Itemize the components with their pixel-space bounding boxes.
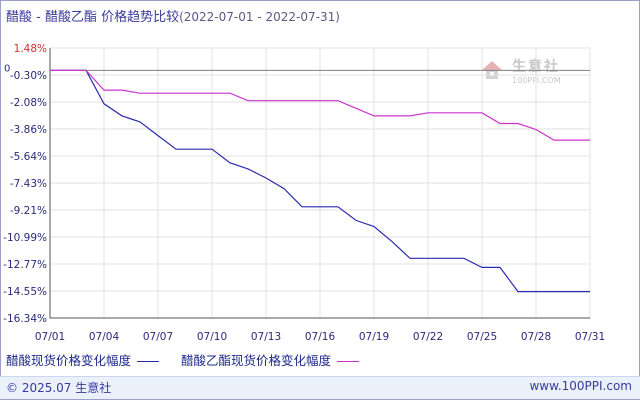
- legend-swatch-ethyl-acetate: [337, 361, 360, 362]
- y-tick-label: -9.21%: [10, 205, 47, 217]
- y-tick-label: -12.77%: [3, 259, 47, 271]
- y-tick-label: -0.30%: [10, 70, 47, 82]
- x-tick-label: 07/01: [35, 331, 65, 343]
- x-tick-label: 07/13: [251, 331, 281, 343]
- x-axis-ticks: 07/01 07/04 07/07 07/10 07/13 07/16 07/19 07/22…: [35, 331, 605, 343]
- x-tick-label: 07/07: [143, 331, 173, 343]
- series-line-ethyl-acetate: [50, 69, 590, 141]
- y-tick-label: -5.64%: [10, 151, 47, 163]
- y-tick-label: -14.55%: [3, 286, 47, 298]
- x-tick-label: 07/22: [413, 331, 443, 343]
- y-tick-label: 1.48%: [14, 43, 47, 55]
- x-tick-label: 07/25: [467, 331, 497, 343]
- x-tick-label: 07/19: [359, 331, 389, 343]
- legend-item-acetic-acid: 醋酸现货价格变化幅度: [6, 350, 160, 369]
- chart-series: [50, 69, 590, 293]
- chart-axes: [49, 48, 590, 319]
- legend-item-ethyl-acetate: 醋酸乙酯现货价格变化幅度: [181, 350, 360, 369]
- legend-label-acetic-acid: 醋酸现货价格变化幅度: [6, 353, 132, 368]
- chart-grid: [49, 47, 591, 319]
- x-tick-label: 07/10: [197, 331, 227, 343]
- chart-title-text: 醋酸 - 醋酸乙酯 价格趋势比较: [6, 10, 180, 25]
- y-tick-label: -10.99%: [3, 232, 47, 244]
- chart-date-range: (2022-07-01 - 2022-07-31): [179, 10, 340, 24]
- chart-legend: 醋酸现货价格变化幅度 醋酸乙酯现货价格变化幅度: [6, 350, 377, 369]
- zero-label: 0: [4, 63, 10, 74]
- x-tick-label: 07/16: [305, 331, 336, 343]
- x-tick-label: 07/04: [89, 331, 120, 343]
- chart-title: 醋酸 - 醋酸乙酯 价格趋势比较(2022-07-01 - 2022-07-31…: [6, 6, 340, 25]
- y-tick-label: -7.43%: [10, 178, 47, 190]
- footer-site-link[interactable]: www.100PPI.com: [529, 379, 632, 393]
- legend-swatch-acetic-acid: [137, 361, 160, 362]
- series-line-acetic-acid: [50, 69, 590, 293]
- x-tick-label: 07/28: [521, 331, 551, 343]
- legend-label-ethyl-acetate: 醋酸乙酯现货价格变化幅度: [181, 353, 332, 368]
- footer-copyright: © 2025.07 生意社: [6, 381, 112, 395]
- y-tick-label: -3.86%: [10, 124, 47, 136]
- watermark-name: 生意社: [512, 59, 560, 75]
- y-axis-ticks: 1.48% -0.30% -2.08% -3.86% -5.64% -7.43% -9.21…: [3, 43, 47, 325]
- y-tick-label: -2.08%: [10, 97, 47, 109]
- x-tick-label: 07/31: [575, 331, 605, 343]
- y-tick-label: -16.34%: [3, 313, 47, 325]
- footer-bar: [0, 376, 640, 399]
